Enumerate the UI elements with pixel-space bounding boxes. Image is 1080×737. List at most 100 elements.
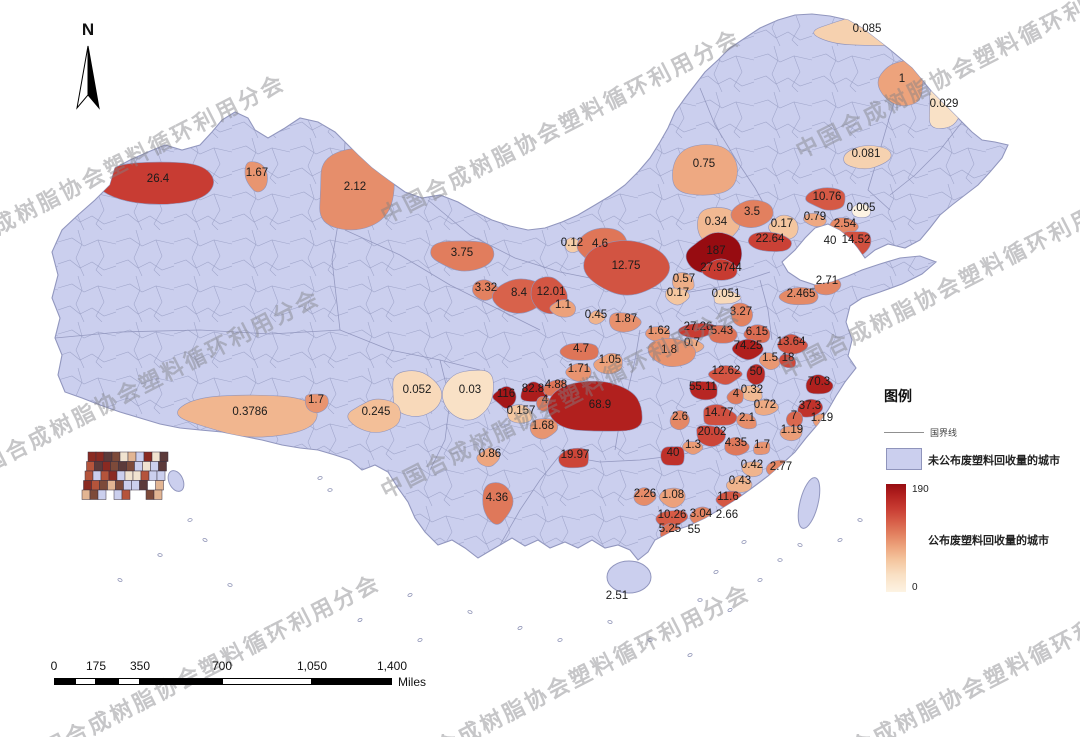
region-value-label: 1.8	[661, 344, 677, 356]
region-blob	[347, 398, 401, 433]
small-island	[327, 488, 333, 492]
small-island	[417, 638, 423, 642]
small-island	[857, 518, 863, 522]
region-blob	[304, 393, 329, 414]
region-value-label: 1.1	[555, 299, 571, 311]
region-blob	[730, 302, 753, 327]
region-value-label: 6.15	[746, 326, 768, 338]
region-value-label: 0.42	[741, 459, 763, 471]
region-value-label: 1.7	[308, 394, 324, 406]
region-blob	[731, 338, 764, 361]
small-island	[837, 538, 843, 542]
region-blob	[659, 487, 686, 509]
hainan-island	[606, 560, 652, 594]
region-blob	[655, 510, 689, 528]
unpublished-city-swatch	[886, 448, 922, 470]
region-value-label: 12.75	[612, 260, 641, 272]
small-island	[157, 553, 163, 557]
region-value-label: 27.9744	[700, 262, 742, 274]
region-value-label: 0.57	[673, 273, 695, 285]
region-blob	[753, 441, 771, 456]
small-island	[517, 626, 523, 630]
region-value-label: 2.26	[634, 488, 656, 500]
region-value-label: 0.86	[479, 448, 501, 460]
region-value-label: 2.51	[606, 590, 628, 602]
region-value-label: 10.76	[813, 191, 842, 203]
region-value-label: 12.62	[712, 365, 741, 377]
region-value-label: 11.6	[717, 491, 739, 503]
region-value-label: 20.02	[698, 426, 727, 438]
small-island	[187, 518, 193, 522]
region-value-label: 7	[791, 410, 797, 422]
region-value-label: 74.25	[734, 340, 763, 352]
region-value-label: 1.5	[762, 352, 778, 364]
region-value-label: 55.11	[689, 381, 717, 393]
region-value-label: 0.12	[561, 237, 583, 249]
region-value-label: 1	[899, 73, 905, 85]
region-value-label: 1.7	[754, 439, 770, 451]
region-blob	[583, 240, 670, 296]
region-value-label: 1.71	[568, 363, 590, 375]
inset-dense-region	[81, 451, 185, 500]
region-value-label: 0.052	[403, 384, 432, 396]
region-value-label: 0.32	[741, 384, 763, 396]
region-value-label: 2.66	[716, 509, 738, 521]
region-blob	[559, 342, 599, 361]
small-island	[687, 653, 693, 657]
region-blob	[724, 436, 750, 456]
region-value-label: 0.17	[771, 218, 793, 230]
region-value-label: 2.6	[672, 411, 688, 423]
region-value-label: 0.3786	[232, 406, 267, 418]
region-value-label: 0.157	[507, 405, 536, 417]
region-blob	[647, 338, 696, 367]
region-value-label: 13.64	[777, 336, 806, 348]
region-value-label: 1.87	[615, 313, 637, 325]
region-blob	[746, 363, 766, 386]
north-arrow-icon	[76, 45, 100, 110]
region-value-label: 2.1	[739, 412, 755, 424]
small-island	[227, 583, 233, 587]
region-value-labels: 0.085 1 0.029 0.081 0.75 26.4 1.67 2.12 3.75 3.32…	[147, 23, 959, 602]
region-value-label: 3.27	[730, 306, 752, 318]
region-blob	[665, 287, 690, 306]
region-blob	[736, 413, 757, 430]
region-value-label: 18	[782, 352, 795, 364]
region-value-label: 187	[706, 245, 725, 257]
region-blob	[507, 404, 533, 424]
region-value-label: 0.7	[684, 337, 700, 349]
small-island	[357, 617, 363, 623]
region-value-label: 1.08	[662, 489, 684, 501]
colorbar-max-value: 190	[912, 484, 929, 495]
region-value-label: 2.12	[344, 181, 366, 193]
region-value-label: 0.17	[667, 287, 689, 299]
region-value-label: 3.04	[690, 508, 713, 520]
region-blob	[177, 394, 318, 438]
taiwan-island	[797, 477, 821, 529]
region-blob	[758, 352, 781, 371]
region-value-label: 27.26	[684, 321, 713, 333]
region-blob	[708, 324, 738, 344]
region-value-label: 3.32	[475, 282, 497, 294]
region-value-label: 2.54	[834, 218, 857, 230]
region-blob	[430, 240, 495, 272]
region-value-label: 1.05	[599, 354, 621, 366]
small-island	[557, 638, 563, 642]
region-value-label: 4.7	[573, 343, 589, 355]
region-blob	[689, 381, 718, 401]
region-value-label: 8.4	[511, 287, 528, 299]
region-value-label: 0.72	[754, 399, 776, 411]
region-value-label: 70.3	[808, 376, 830, 388]
region-value-label: 14.52	[842, 234, 871, 246]
region-blob	[803, 212, 827, 227]
region-blob	[244, 161, 268, 193]
region-blob	[754, 399, 779, 416]
north-arrow-label: N	[81, 20, 95, 39]
region-value-label: 1.19	[811, 412, 833, 424]
region-blob	[708, 365, 743, 386]
region-blob	[851, 203, 872, 218]
small-island	[117, 578, 123, 582]
region-value-label: 0.085	[853, 23, 882, 35]
region-blob	[547, 380, 643, 432]
region-blob	[785, 411, 804, 428]
region-blob	[609, 312, 642, 333]
